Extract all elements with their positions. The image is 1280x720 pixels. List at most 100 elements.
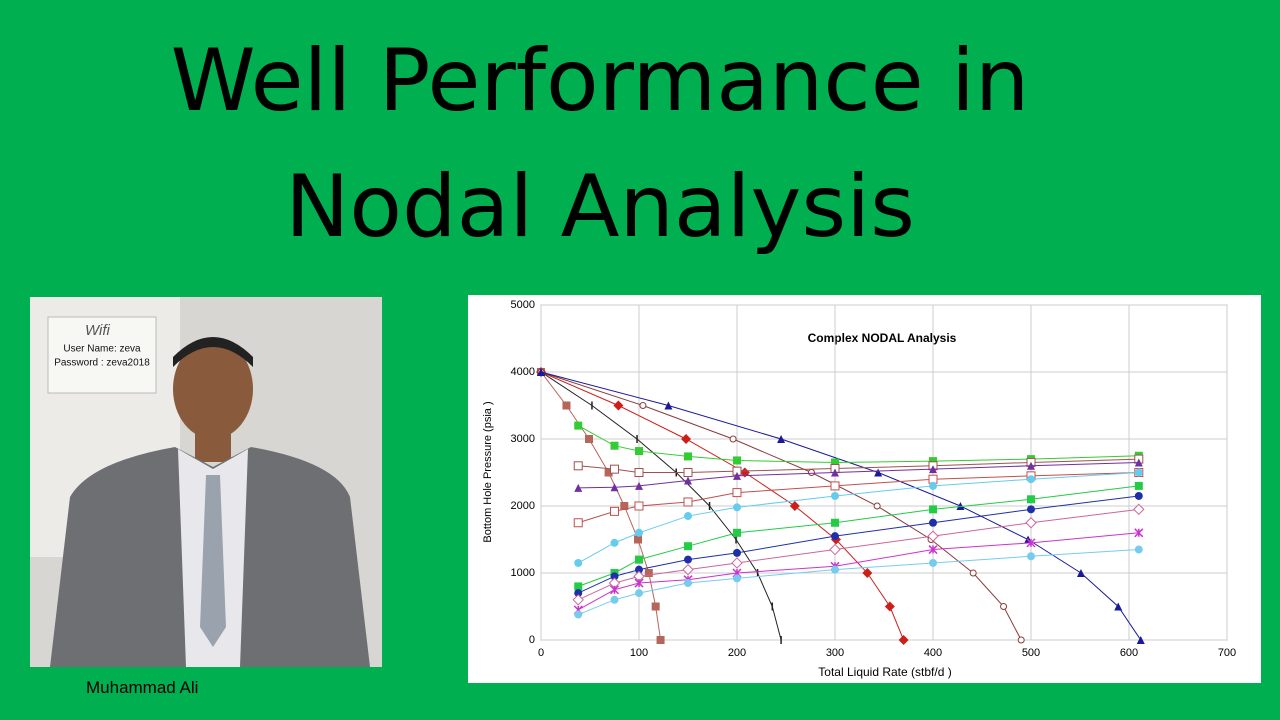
data-point <box>729 435 737 443</box>
data-point <box>1076 569 1085 577</box>
note-text: User Name: zeva <box>63 344 141 355</box>
neck <box>195 432 231 462</box>
data-point <box>831 458 839 467</box>
data-point <box>928 545 938 555</box>
data-point <box>684 555 692 564</box>
data-point <box>733 503 741 512</box>
data-point <box>573 518 583 528</box>
y-tick-label: 0 <box>529 634 535 646</box>
data-point <box>1017 636 1025 644</box>
data-point <box>683 468 693 477</box>
data-point <box>1134 458 1143 467</box>
photo: Wifi User Name: zeva Password : zeva2018 <box>30 297 382 667</box>
x-tick-label: 700 <box>1218 647 1236 659</box>
data-point <box>969 569 977 577</box>
data-point <box>574 610 583 619</box>
chart-title: Complex NODAL Analysis <box>808 331 957 345</box>
y-tick-label: 2000 <box>511 500 535 512</box>
data-point <box>929 518 937 527</box>
x-tick-label: 600 <box>1120 647 1138 659</box>
data-point <box>929 505 937 514</box>
data-point <box>635 528 643 537</box>
data-point <box>1025 517 1037 529</box>
data-point <box>610 464 619 474</box>
data-point <box>574 421 583 430</box>
x-tick-label: 100 <box>630 647 648 659</box>
x-axis-label: Total Liquid Rate (stbf/d ) <box>818 665 951 679</box>
data-point <box>731 557 743 569</box>
data-point <box>873 502 881 510</box>
data-point <box>613 400 624 411</box>
data-point <box>1114 602 1123 611</box>
data-point <box>684 579 692 588</box>
data-point <box>635 565 643 574</box>
data-point <box>1134 528 1144 538</box>
hair <box>173 337 253 367</box>
data-point <box>574 483 583 492</box>
x-tick-label: 300 <box>826 647 844 659</box>
x-tick-label: 0 <box>538 647 544 659</box>
x-tick-label: 500 <box>1022 647 1040 659</box>
note-text: Password : zeva2018 <box>54 358 150 369</box>
data-point <box>862 568 873 578</box>
chart: Complex NODAL Analysis Total Liquid Rate… <box>468 295 1261 683</box>
y-tick-label: 3000 <box>511 433 535 445</box>
data-point <box>1027 461 1035 470</box>
data-point <box>664 401 673 410</box>
data-point <box>927 530 939 542</box>
data-point <box>777 435 786 443</box>
data-point <box>610 595 619 604</box>
data-point <box>634 535 643 544</box>
data-point <box>684 476 692 485</box>
data-point <box>562 401 571 410</box>
note <box>47 316 157 394</box>
data-point <box>1134 468 1143 477</box>
data-point <box>644 569 653 577</box>
data-point <box>831 491 839 500</box>
data-point <box>929 457 937 466</box>
data-point <box>684 542 692 551</box>
data-point <box>898 635 909 645</box>
data-point <box>635 447 643 456</box>
data-point <box>634 501 644 511</box>
x-tick-label: 400 <box>924 647 942 659</box>
data-point <box>683 497 693 507</box>
data-point <box>585 435 594 443</box>
data-point <box>635 481 643 490</box>
data-point <box>651 602 660 611</box>
data-point <box>610 506 619 516</box>
data-point <box>733 471 741 480</box>
data-point <box>1136 636 1145 644</box>
data-point <box>1026 538 1036 548</box>
data-point <box>610 538 619 547</box>
data-point <box>732 488 742 498</box>
data-point <box>733 456 741 465</box>
title-line: Well Performance in <box>170 31 1030 131</box>
data-point <box>884 601 895 612</box>
data-point <box>574 589 583 598</box>
data-point <box>789 501 800 511</box>
data-point <box>1134 481 1143 490</box>
data-point <box>831 518 839 527</box>
data-point <box>572 594 584 606</box>
data-point <box>874 468 883 477</box>
data-point <box>635 555 643 564</box>
data-point <box>929 558 937 567</box>
data-point <box>656 636 665 644</box>
data-point <box>684 452 692 461</box>
data-point <box>1134 491 1143 500</box>
data-point <box>610 572 619 581</box>
data-point <box>609 585 620 595</box>
data-point <box>682 563 694 576</box>
data-point <box>807 469 815 476</box>
tie <box>200 475 226 647</box>
data-point <box>635 589 643 598</box>
data-point <box>634 468 644 477</box>
data-point <box>537 368 545 376</box>
y-tick-label: 4000 <box>511 366 535 378</box>
note-text: Wifi <box>85 322 111 339</box>
title-line: Nodal Analysis <box>285 157 915 257</box>
data-point <box>1134 545 1143 554</box>
data-point <box>829 543 841 556</box>
